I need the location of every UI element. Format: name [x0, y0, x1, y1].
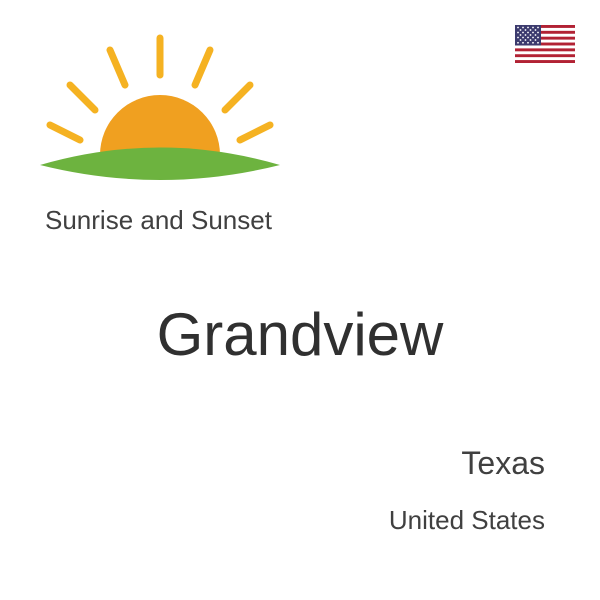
us-flag-icon	[515, 25, 575, 63]
state-name: Texas	[461, 445, 545, 482]
city-name: Grandview	[0, 300, 600, 369]
sunrise-logo	[30, 20, 290, 190]
tagline-text: Sunrise and Sunset	[45, 205, 272, 236]
country-flag-icon	[515, 25, 575, 63]
sunrise-icon	[30, 20, 290, 190]
country-name: United States	[389, 505, 545, 536]
